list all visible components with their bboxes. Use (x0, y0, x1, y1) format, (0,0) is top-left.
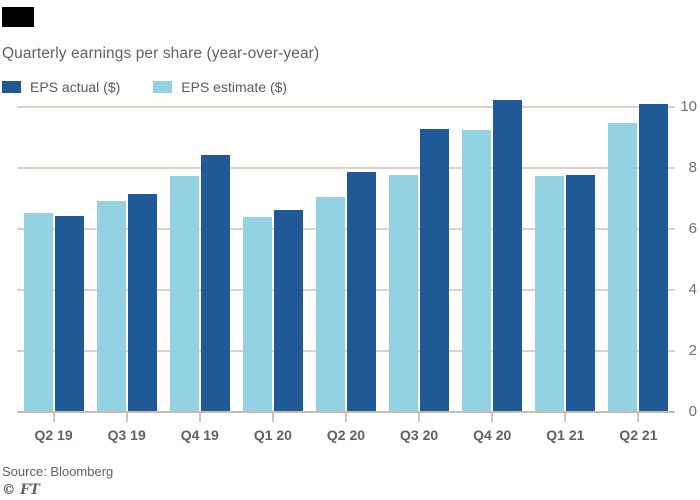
bar-group (90, 194, 163, 411)
gridline (17, 289, 675, 291)
bar-group (309, 172, 382, 411)
gridline (17, 350, 675, 352)
legend-item: EPS estimate ($) (153, 79, 287, 95)
chart-legend: EPS actual ($) EPS estimate ($) (2, 79, 287, 95)
x-tick (491, 413, 494, 422)
ft-brand-tab (2, 7, 34, 27)
y-tick-label: 4 (688, 281, 697, 298)
square-swatch (153, 81, 173, 93)
y-tick-label: 6 (688, 220, 697, 237)
bar-group (529, 175, 602, 411)
bar-group (602, 104, 675, 411)
bar-group (456, 100, 529, 411)
x-tick (52, 413, 55, 422)
bar-actual (200, 155, 230, 411)
x-tick (418, 413, 421, 422)
bar-actual (273, 210, 303, 411)
bar-estimate (23, 213, 53, 411)
x-tick-cell (17, 413, 90, 422)
x-tick-cell (90, 413, 163, 422)
x-tick-cell (309, 413, 382, 422)
x-tick-label: Q2 19 (34, 427, 73, 443)
bar-actual (420, 129, 450, 411)
x-tick-cell (602, 413, 675, 422)
x-tick-label: Q2 20 (326, 427, 366, 443)
x-tick-label: Q3 19 (107, 427, 146, 443)
bar-actual (127, 194, 157, 411)
bars-layer (17, 81, 675, 411)
y-tick-label: 10 (680, 98, 697, 115)
bar-estimate (389, 175, 419, 411)
x-tick (271, 413, 274, 422)
legend-label: EPS estimate ($) (181, 79, 288, 95)
chart-title: Quarterly earnings per share (year-over-… (2, 45, 320, 62)
square-swatch (2, 81, 21, 93)
legend-label: EPS actual ($) (30, 79, 121, 95)
y-tick-label: 0 (688, 403, 697, 420)
x-tick (125, 413, 128, 422)
x-tick (564, 413, 567, 422)
gridline (17, 106, 675, 108)
x-tick (344, 413, 347, 422)
gridline (17, 167, 675, 169)
x-tick-cell (163, 413, 236, 422)
bar-estimate (462, 130, 492, 411)
x-tick (637, 413, 640, 422)
bar-estimate (96, 201, 126, 411)
bar-estimate (242, 217, 272, 411)
x-tick (198, 413, 201, 422)
ft-credit: © FT (2, 482, 40, 498)
x-tick-cell (383, 413, 456, 422)
y-tick-label: 2 (688, 342, 697, 359)
bar-actual (639, 104, 669, 411)
source-note: Source: Bloomberg (2, 464, 114, 479)
x-axis-labels: Q2 19 Q3 19 Q4 19 Q1 20 Q2 20 Q3 20 Q4 20 Q1 21… (17, 427, 675, 443)
bar-actual (54, 216, 84, 411)
x-tick-cell (236, 413, 309, 422)
x-axis-line (17, 411, 675, 413)
bar-actual (566, 175, 596, 411)
x-tick-label: Q2 21 (619, 427, 658, 443)
bar-estimate (315, 197, 345, 411)
bar-actual (493, 100, 523, 411)
bar-group (383, 129, 456, 411)
y-tick-label: 8 (688, 159, 697, 176)
x-tick-cell (456, 413, 529, 422)
x-tick-label: Q4 20 (473, 427, 512, 443)
x-tick-cell (529, 413, 602, 422)
bar-group (236, 210, 309, 411)
x-tick-label: Q4 19 (180, 427, 219, 443)
x-axis-ticks (17, 413, 675, 422)
gridline (17, 228, 675, 230)
x-tick-label: Q1 20 (253, 427, 292, 443)
bar-estimate (535, 176, 565, 411)
bar-estimate (608, 123, 638, 411)
bar-group (163, 155, 236, 411)
bar-estimate (169, 176, 199, 411)
bar-group (17, 213, 90, 411)
bar-actual (346, 172, 376, 411)
x-tick-label: Q1 21 (546, 427, 585, 443)
x-tick-label: Q3 20 (400, 427, 439, 443)
legend-item: EPS actual ($) (2, 79, 120, 95)
